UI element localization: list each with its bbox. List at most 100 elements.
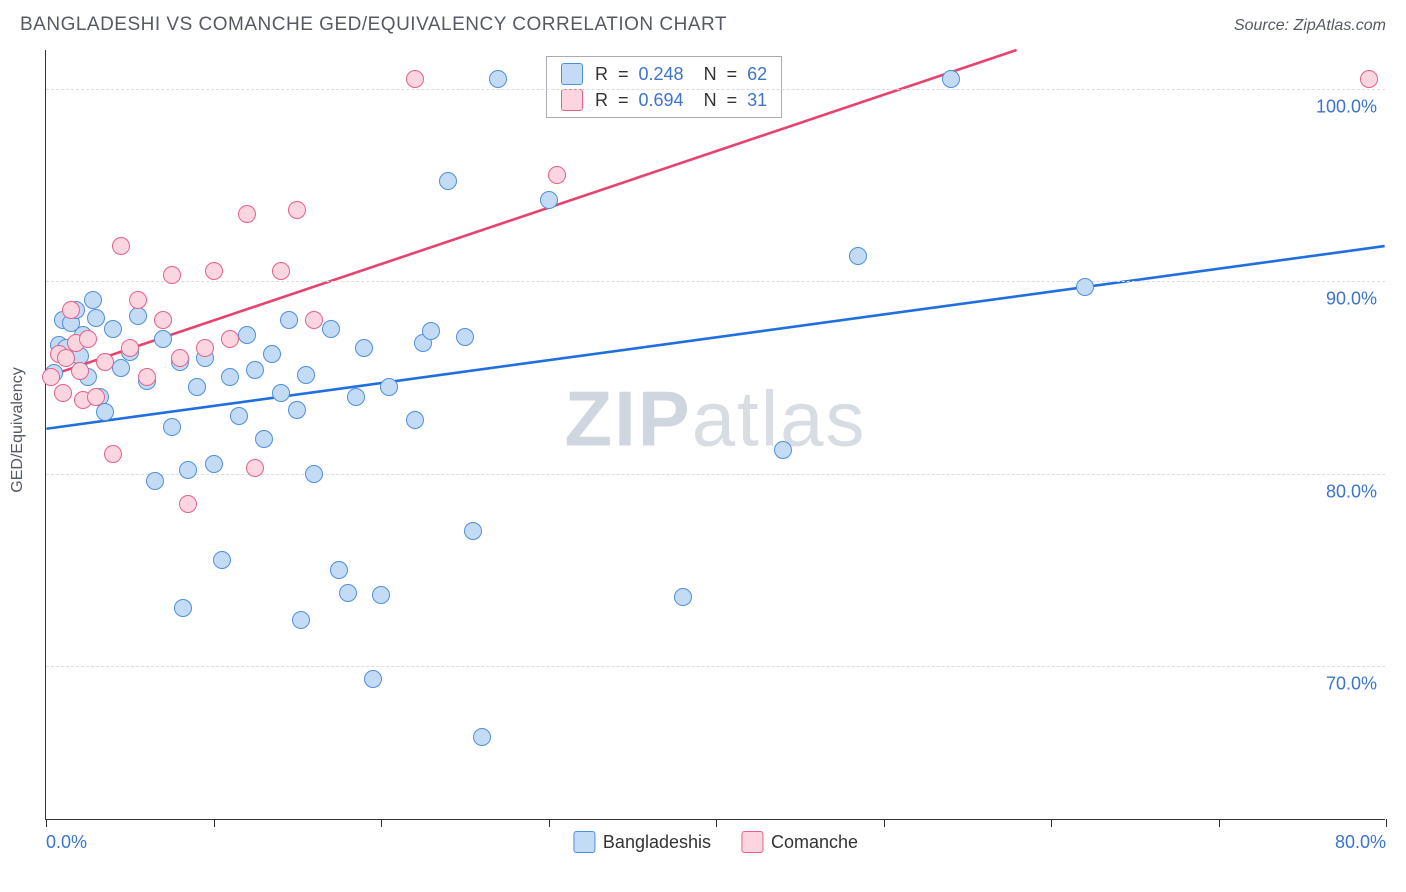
data-point bbox=[238, 326, 256, 344]
data-point bbox=[1076, 278, 1094, 296]
x-tick bbox=[381, 819, 382, 827]
data-point bbox=[221, 368, 239, 386]
y-tick-label: 70.0% bbox=[1326, 674, 1377, 695]
legend-swatch bbox=[561, 89, 583, 111]
data-point bbox=[146, 472, 164, 490]
data-point bbox=[255, 430, 273, 448]
x-tick bbox=[549, 819, 550, 827]
data-point bbox=[246, 361, 264, 379]
y-tick-label: 80.0% bbox=[1326, 481, 1377, 502]
data-point bbox=[364, 670, 382, 688]
data-point bbox=[280, 311, 298, 329]
trend-line bbox=[46, 50, 1016, 377]
data-point bbox=[548, 166, 566, 184]
stats-legend-row: R = 0.694 N = 31 bbox=[561, 89, 767, 111]
data-point bbox=[439, 172, 457, 190]
data-point bbox=[272, 262, 290, 280]
data-point bbox=[171, 349, 189, 367]
stats-legend: R = 0.248 N = 62 R = 0.694 N = 31 bbox=[546, 56, 782, 118]
data-point bbox=[238, 205, 256, 223]
legend-swatch bbox=[573, 831, 595, 853]
gridline bbox=[46, 281, 1385, 282]
data-point bbox=[79, 330, 97, 348]
data-point bbox=[464, 522, 482, 540]
data-point bbox=[406, 70, 424, 88]
data-point bbox=[179, 495, 197, 513]
data-point bbox=[163, 418, 181, 436]
legend-swatch bbox=[561, 63, 583, 85]
data-point bbox=[112, 237, 130, 255]
data-point bbox=[422, 322, 440, 340]
data-point bbox=[174, 599, 192, 617]
series-legend: Bangladeshis Comanche bbox=[573, 831, 858, 853]
data-point bbox=[942, 70, 960, 88]
data-point bbox=[154, 330, 172, 348]
legend-item: Comanche bbox=[741, 831, 858, 853]
data-point bbox=[87, 309, 105, 327]
data-point bbox=[380, 378, 398, 396]
x-tick bbox=[46, 819, 47, 827]
data-point bbox=[297, 366, 315, 384]
data-point bbox=[163, 266, 181, 284]
y-axis-label: GED/Equivalency bbox=[9, 367, 27, 492]
data-point bbox=[129, 307, 147, 325]
scatter-plot-area: ZIPatlas R = 0.248 N = 62 R = 0.694 N = 3… bbox=[45, 50, 1385, 820]
data-point bbox=[489, 70, 507, 88]
data-point bbox=[339, 584, 357, 602]
data-point bbox=[674, 588, 692, 606]
data-point bbox=[96, 353, 114, 371]
data-point bbox=[330, 561, 348, 579]
data-point bbox=[288, 201, 306, 219]
gridline bbox=[46, 474, 1385, 475]
source-label: Source: ZipAtlas.com bbox=[1234, 17, 1386, 35]
gridline bbox=[46, 89, 1385, 90]
data-point bbox=[205, 262, 223, 280]
x-tick-label: 80.0% bbox=[1335, 832, 1386, 853]
stats-text: R = 0.248 N = 62 bbox=[595, 64, 767, 85]
stats-legend-row: R = 0.248 N = 62 bbox=[561, 63, 767, 85]
data-point bbox=[71, 362, 89, 380]
legend-item: Bangladeshis bbox=[573, 831, 711, 853]
x-tick bbox=[1051, 819, 1052, 827]
data-point bbox=[87, 388, 105, 406]
data-point bbox=[1360, 70, 1378, 88]
data-point bbox=[196, 339, 214, 357]
data-point bbox=[473, 728, 491, 746]
data-point bbox=[263, 345, 281, 363]
data-point bbox=[104, 445, 122, 463]
x-tick-label: 0.0% bbox=[46, 832, 87, 853]
data-point bbox=[213, 551, 231, 569]
watermark: ZIPatlas bbox=[564, 374, 866, 465]
data-point bbox=[154, 311, 172, 329]
legend-label: Bangladeshis bbox=[603, 832, 711, 853]
data-point bbox=[188, 378, 206, 396]
data-point bbox=[42, 368, 60, 386]
data-point bbox=[230, 407, 248, 425]
legend-label: Comanche bbox=[771, 832, 858, 853]
data-point bbox=[221, 330, 239, 348]
y-tick-label: 90.0% bbox=[1326, 289, 1377, 310]
data-point bbox=[372, 586, 390, 604]
data-point bbox=[104, 320, 122, 338]
data-point bbox=[96, 403, 114, 421]
data-point bbox=[246, 459, 264, 477]
data-point bbox=[112, 359, 130, 377]
data-point bbox=[292, 611, 310, 629]
data-point bbox=[54, 384, 72, 402]
chart-title: BANGLADESHI VS COMANCHE GED/EQUIVALENCY … bbox=[20, 14, 727, 36]
data-point bbox=[305, 465, 323, 483]
stats-text: R = 0.694 N = 31 bbox=[595, 90, 767, 111]
data-point bbox=[205, 455, 223, 473]
data-point bbox=[406, 411, 424, 429]
data-point bbox=[62, 301, 80, 319]
data-point bbox=[305, 311, 323, 329]
data-point bbox=[849, 247, 867, 265]
x-tick bbox=[716, 819, 717, 827]
y-tick-label: 100.0% bbox=[1316, 96, 1377, 117]
data-point bbox=[288, 401, 306, 419]
data-point bbox=[138, 368, 156, 386]
data-point bbox=[129, 291, 147, 309]
data-point bbox=[179, 461, 197, 479]
data-point bbox=[355, 339, 373, 357]
x-tick bbox=[214, 819, 215, 827]
